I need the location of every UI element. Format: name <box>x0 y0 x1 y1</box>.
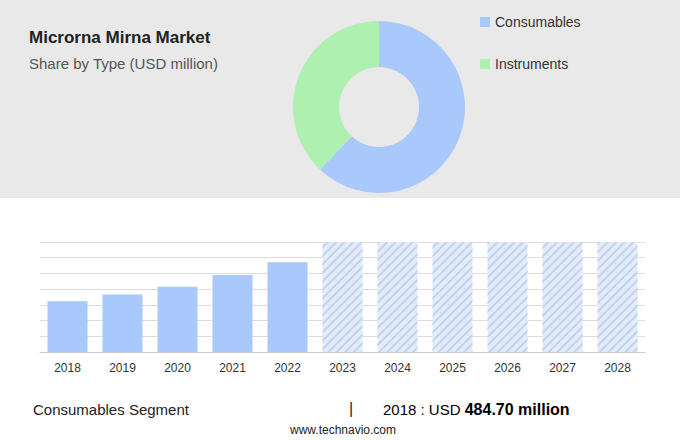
svg-text:2018: 2018 <box>54 361 81 375</box>
svg-text:Share by Type (USD million): Share by Type (USD million) <box>29 55 218 72</box>
svg-text:www.technavio.com: www.technavio.com <box>289 423 396 437</box>
svg-text:2027: 2027 <box>549 361 576 375</box>
svg-text:Microrna Mirna Market: Microrna Mirna Market <box>29 28 211 47</box>
svg-text:2020: 2020 <box>164 361 191 375</box>
svg-text:Consumables Segment: Consumables Segment <box>33 401 190 418</box>
svg-text:|: | <box>349 400 353 417</box>
svg-text:2026: 2026 <box>494 361 521 375</box>
svg-text:2025: 2025 <box>439 361 466 375</box>
svg-text:2024: 2024 <box>384 361 411 375</box>
svg-text:Consumables: Consumables <box>495 14 581 30</box>
svg-text:2022: 2022 <box>274 361 301 375</box>
svg-text:2018 : USD: 2018 : USD <box>383 401 465 418</box>
svg-text:2023: 2023 <box>329 361 356 375</box>
svg-text:2019: 2019 <box>109 361 136 375</box>
svg-text:Instruments: Instruments <box>495 56 568 72</box>
svg-text:2021: 2021 <box>219 361 246 375</box>
svg-text:484.70 million: 484.70 million <box>465 401 570 418</box>
svg-text:2028: 2028 <box>604 361 631 375</box>
